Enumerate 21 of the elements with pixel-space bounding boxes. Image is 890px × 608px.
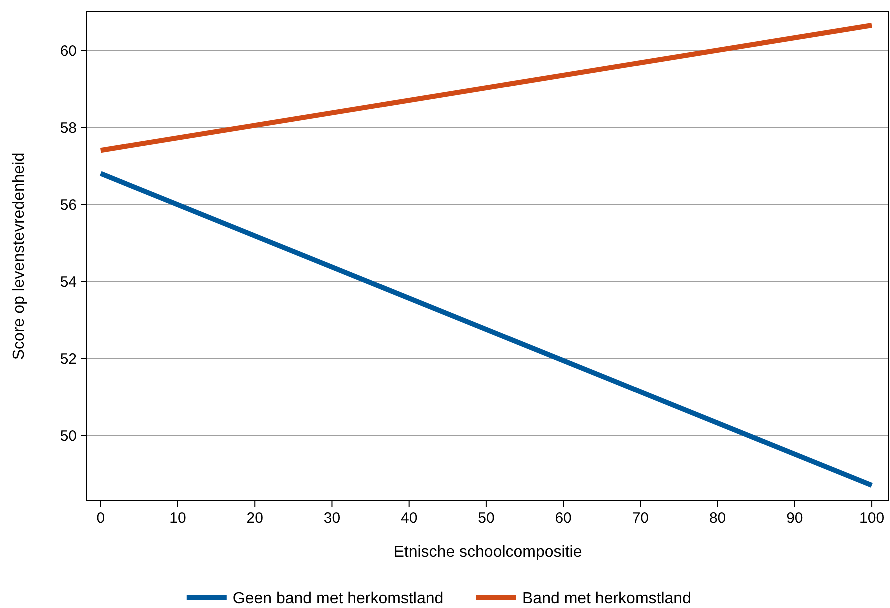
y-tick-label: 52: [60, 350, 77, 368]
y-axis-title: Score op levenstevredenheid: [11, 152, 28, 360]
y-tick-label: 60: [60, 42, 77, 60]
x-tick-label: 80: [709, 510, 726, 527]
legend-label: Geen band met herkomstland: [232, 590, 444, 608]
x-tick-label: 0: [96, 510, 106, 527]
x-tick-label: 90: [786, 510, 804, 527]
x-axis-title: Etnische schoolcompositie: [394, 544, 582, 561]
x-tick-label: 100: [860, 510, 885, 527]
x-tick-label: 10: [170, 510, 186, 527]
y-tick-label: 54: [60, 274, 77, 291]
y-tick-label: 50: [60, 428, 77, 445]
x-tick-label: 70: [632, 510, 650, 527]
x-tick-label: 50: [478, 510, 495, 527]
x-tick-label: 30: [324, 510, 341, 527]
x-tick-label: 40: [401, 510, 418, 527]
x-tick-label: 60: [555, 510, 572, 527]
legend-label: Band met herkomstland: [522, 590, 692, 608]
x-tick-label: 20: [246, 510, 264, 527]
y-tick-label: 56: [60, 196, 77, 214]
y-tick-label: 58: [60, 120, 77, 137]
